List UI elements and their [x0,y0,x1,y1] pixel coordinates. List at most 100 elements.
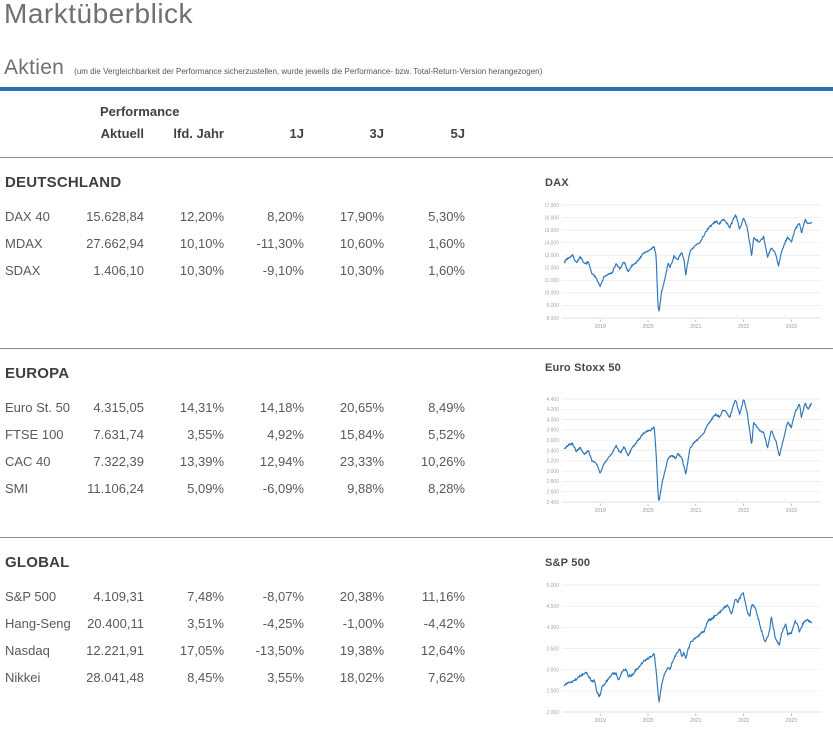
column-header-aktuell: Aktuell [100,126,144,141]
subheader: Aktien (um die Vergleichbarkeit der Perfo… [4,56,542,80]
row-value: 11.106,24 [87,481,144,496]
chart-area-sp500: S&P 500 2.000 2.500 3.000 3.500 4.000 4.500 5.… [545,538,833,736]
line-chart-dax: 8.000 9.000 10.000 11.000 12.000 13.000 14.000… [545,203,821,330]
row-value: 12.221,91 [86,643,144,658]
row-label: SMI [5,481,29,496]
svg-text:2021: 2021 [690,324,701,330]
row-label: Nasdaq [5,643,50,658]
section-table-global: GLOBAL S&P 500 4.109,31 7,48% -8,07% 20,38% 1… [0,538,545,736]
table-column-headers: Aktuell lfd. Jahr 1J 3J 5J [0,126,465,141]
table-row: Nikkei 28.041,48 8,45% 3,55% 18,02% 7,62% [0,664,465,691]
row-value: 8,20% [267,209,304,224]
svg-text:2023: 2023 [786,718,797,724]
svg-text:3.000: 3.000 [546,667,559,673]
sections-container: DEUTSCHLAND DAX 40 15.628,84 12,20% 8,20% 17… [0,157,833,736]
table-row: DAX 40 15.628,84 12,20% 8,20% 17,90% 5,30% [0,203,465,230]
table-rows-deutschland: DAX 40 15.628,84 12,20% 8,20% 17,90% 5,30% MDA… [0,203,545,284]
line-chart-eurostoxx: 2.400 2.600 2.800 3.000 3.200 3.400 3.600 3.800… [546,397,821,514]
row-value: 4,92% [267,427,304,442]
svg-text:2.600: 2.600 [546,490,559,496]
svg-text:14.000: 14.000 [545,240,559,246]
row-label: S&P 500 [5,589,57,604]
column-header-3j: 3J [369,126,384,141]
row-value: -9,10% [262,263,304,278]
table-row: S&P 500 4.109,31 7,48% -8,07% 20,38% 11,16% [0,583,465,610]
row-value: 8,49% [428,400,465,415]
table-row: SDAX 1.406,10 10,30% -9,10% 10,30% 1,60% [0,257,465,284]
row-value: 3,55% [267,670,304,685]
row-value: 4.315,05 [93,400,144,415]
svg-text:2.000: 2.000 [546,710,559,716]
section-global: GLOBAL S&P 500 4.109,31 7,48% -8,07% 20,38% 1… [0,537,833,736]
row-value: -1,00% [342,616,384,631]
row-value: -11,30% [256,236,304,251]
row-value: -6,09% [262,481,304,496]
row-value: 12,20% [179,209,224,224]
row-value: 14,18% [259,400,304,415]
svg-text:4.000: 4.000 [546,417,559,423]
chart-title-eurostoxx: Euro Stoxx 50 [545,362,621,374]
column-header-spacer [0,126,64,141]
svg-text:10.000: 10.000 [545,291,559,297]
performance-group-header: Performance [100,104,180,119]
table-rows-europa: Euro St. 50 4.315,05 14,31% 14,18% 20,65% 8,4… [0,394,545,502]
row-value: 17,05% [179,643,224,658]
section-table-europa: EUROPA Euro St. 50 4.315,05 14,31% 14,18% 20… [0,349,545,537]
svg-text:3.400: 3.400 [546,448,559,454]
row-value: 10,30% [339,263,384,278]
row-value: 12,64% [420,643,465,658]
svg-text:2022: 2022 [738,508,749,514]
svg-text:2019: 2019 [595,508,606,514]
row-label: Hang-Seng [5,616,71,631]
row-value: 15.628,84 [86,209,144,224]
svg-text:4.400: 4.400 [546,397,559,403]
row-value: 23,33% [339,454,384,469]
row-value: 7.322,39 [93,454,144,469]
row-label: Euro St. 50 [5,400,71,415]
accent-divider [0,87,833,91]
svg-text:3.000: 3.000 [546,469,559,475]
row-label: SDAX [5,263,41,278]
section-note: (um die Vergleichbarkeit der Performance… [74,67,543,76]
row-value: 11,16% [421,589,465,604]
svg-text:2020: 2020 [642,508,653,514]
svg-text:2021: 2021 [690,718,701,724]
chart-title-sp500: S&P 500 [545,557,591,569]
svg-text:5.000: 5.000 [546,583,559,589]
row-value: -13,50% [255,643,304,658]
section-europa: EUROPA Euro St. 50 4.315,05 14,31% 14,18% 20… [0,348,833,537]
row-value: 10,10% [179,236,224,251]
svg-text:4.000: 4.000 [546,625,559,631]
table-row: FTSE 100 7.631,74 3,55% 4,92% 15,84% 5,52% [0,421,465,448]
row-value: 5,30% [428,209,465,224]
row-value: 10,60% [339,236,384,251]
svg-text:3.600: 3.600 [546,438,559,444]
svg-text:17.000: 17.000 [545,203,559,209]
row-label: MDAX [5,236,43,251]
table-rows-global: S&P 500 4.109,31 7,48% -8,07% 20,38% 11,16% Ha… [0,583,545,691]
row-value: 5,09% [187,481,224,496]
svg-text:4.500: 4.500 [546,604,559,610]
row-value: 7.631,74 [93,427,144,442]
column-header-5j: 5J [450,126,465,141]
row-value: 10,30% [179,263,224,278]
section-table-deutschland: DEUTSCHLAND DAX 40 15.628,84 12,20% 8,20% 17… [0,158,545,348]
column-header-1j: 1J [289,126,304,141]
svg-text:2019: 2019 [595,324,606,330]
row-value: 17,90% [339,209,384,224]
row-value: -4,42% [423,616,465,631]
svg-text:3.200: 3.200 [546,459,559,465]
svg-text:2.400: 2.400 [546,500,559,506]
table-row: Euro St. 50 4.315,05 14,31% 14,18% 20,65% 8,4… [0,394,465,421]
row-value: 20,65% [339,400,384,415]
row-value: -8,07% [262,589,304,604]
row-label: FTSE 100 [5,427,64,442]
section-header-europa: EUROPA [5,365,70,382]
row-value: 7,48% [187,589,224,604]
svg-text:15.000: 15.000 [545,228,559,234]
row-value: 20.400,11 [87,616,144,631]
svg-text:2020: 2020 [642,324,653,330]
chart-area-dax: DAX 8.000 9.000 10.000 11.000 12.000 13.000 14… [545,158,833,348]
row-label: DAX 40 [5,209,50,224]
row-value: 13,39% [179,454,224,469]
